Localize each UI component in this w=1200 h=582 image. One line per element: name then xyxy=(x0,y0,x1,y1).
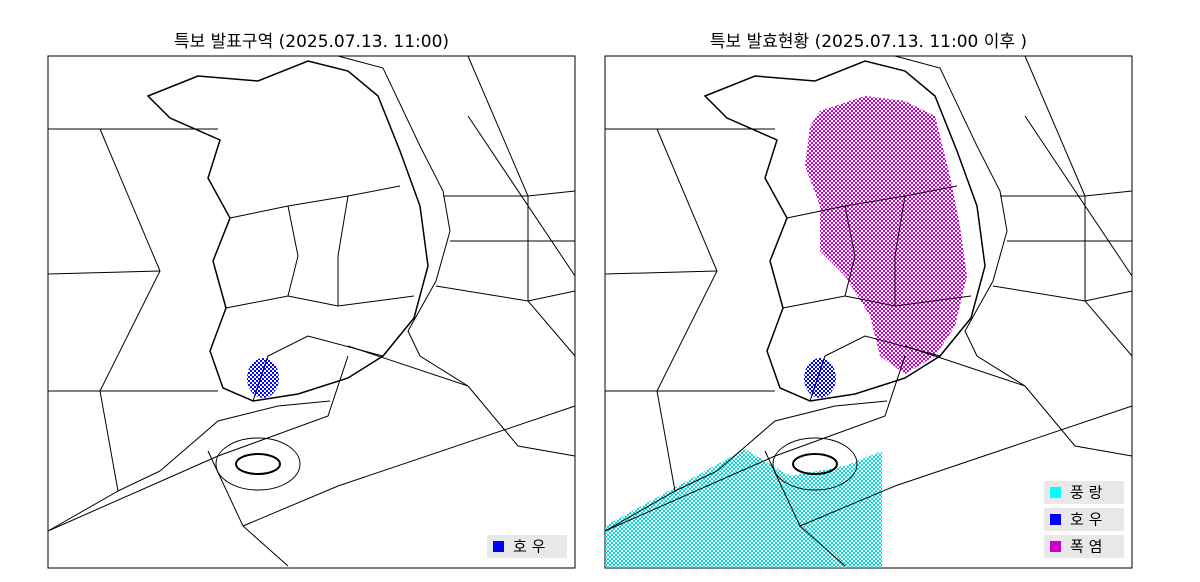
legend-item-bg xyxy=(1044,535,1124,558)
zone-line xyxy=(242,405,576,527)
rain-area xyxy=(247,358,279,398)
legend-label: 폭 염 xyxy=(1070,538,1102,556)
legend-swatch xyxy=(1050,514,1061,525)
region-border xyxy=(225,295,415,309)
zone-line xyxy=(159,400,331,472)
legend-swatch xyxy=(1050,541,1061,552)
map-panel: 풍 랑호 우폭 염 xyxy=(604,55,1133,569)
zone-line xyxy=(1084,196,1133,357)
map-panel: 호 우 xyxy=(47,55,576,569)
zone-line xyxy=(904,345,1026,387)
zone-line xyxy=(604,270,718,275)
legend-label: 호 우 xyxy=(513,538,546,556)
zone-line xyxy=(604,355,906,532)
zone-line xyxy=(347,345,469,387)
legend-swatch xyxy=(1050,487,1061,498)
legend-item-bg xyxy=(487,535,567,558)
land xyxy=(703,60,986,402)
region-border xyxy=(229,185,401,219)
legend-label: 풍 랑 xyxy=(1070,484,1103,502)
region-border xyxy=(894,195,906,306)
region-border xyxy=(337,195,349,306)
zone-line xyxy=(799,405,1133,527)
zone-line xyxy=(1024,55,1086,197)
jeju xyxy=(792,453,838,475)
region-border xyxy=(287,205,299,297)
legend-swatch xyxy=(493,541,504,552)
zone-line xyxy=(716,400,888,472)
rain-area xyxy=(804,358,836,398)
zone-line xyxy=(467,55,529,197)
zone-line xyxy=(337,55,469,387)
legend-item-bg xyxy=(1044,508,1124,531)
land xyxy=(146,60,429,402)
legend-item-bg xyxy=(1044,481,1124,504)
zone-line xyxy=(467,385,576,457)
zone-line xyxy=(674,470,718,492)
zone-line xyxy=(117,470,161,492)
zone-line xyxy=(894,55,1026,387)
zone-line xyxy=(527,196,576,357)
region-border xyxy=(844,205,856,297)
jeju-zone xyxy=(772,437,858,491)
wind-wave-area xyxy=(605,449,882,568)
jeju xyxy=(235,453,281,475)
zone-line xyxy=(47,355,349,532)
zone-line xyxy=(47,270,161,275)
panel-title: 특보 발효현황 (2025.07.13. 11:00 이후 ) xyxy=(710,32,1027,52)
jeju-zone xyxy=(215,437,301,491)
map-frame xyxy=(47,55,576,569)
region-border xyxy=(786,185,958,219)
heat-area xyxy=(805,96,967,374)
panel-title: 특보 발표구역 (2025.07.13. 11:00) xyxy=(174,32,449,52)
region-border xyxy=(782,295,972,309)
zone-line xyxy=(1024,385,1133,457)
legend-label: 호 우 xyxy=(1070,511,1103,529)
